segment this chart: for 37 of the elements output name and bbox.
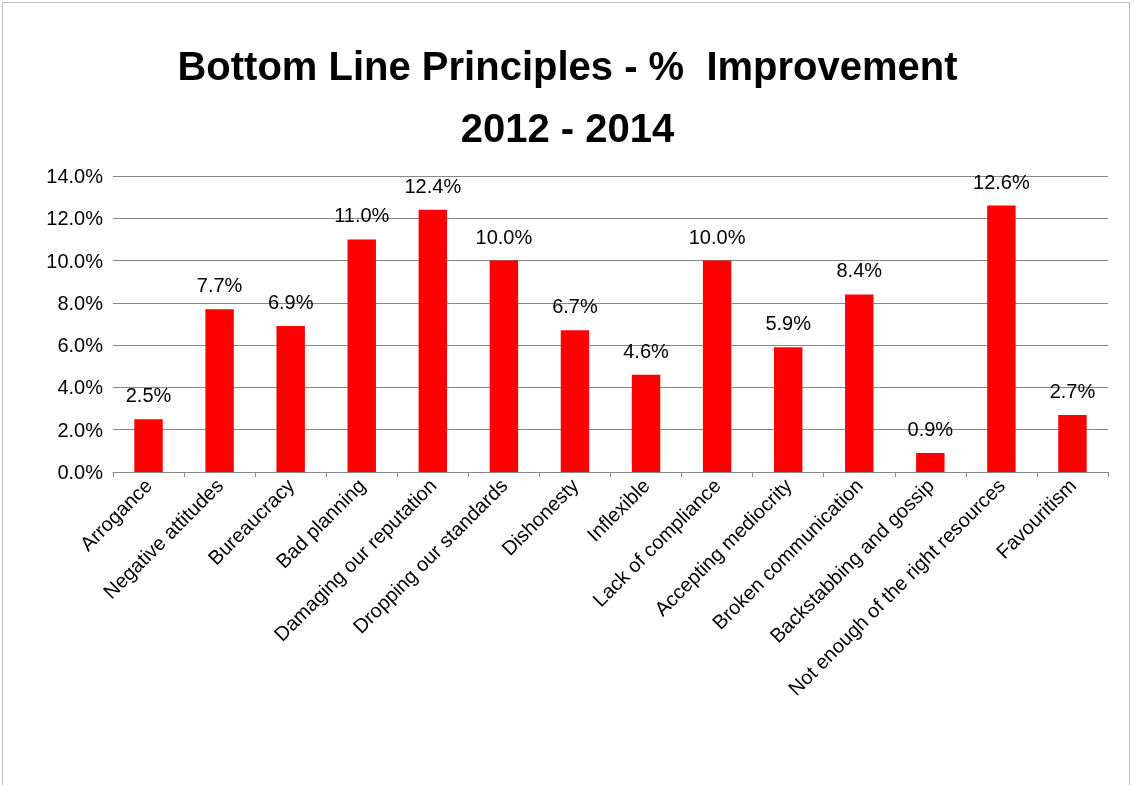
bar [916,452,945,472]
data-label: 10.0% [688,225,746,248]
bar [134,419,163,472]
bar [1058,414,1087,472]
data-label: 2.5% [125,384,172,407]
bar [987,205,1016,472]
y-tick-label: 2.0% [57,418,104,441]
bar [773,347,803,472]
data-label: 0.9% [907,417,954,440]
y-tick-label: 12.0% [46,207,104,230]
bar [347,239,376,472]
data-label: 10.0% [475,225,533,248]
data-label: 4.6% [623,339,670,362]
data-label: 8.4% [836,259,883,282]
bar [205,309,234,472]
bar [276,326,305,472]
data-label: 7.7% [196,274,243,297]
bar [489,260,519,472]
y-tick-label: 6.0% [57,334,104,357]
data-label: 6.9% [267,291,314,314]
y-tick-label: 14.0% [46,165,104,187]
data-label: 5.9% [765,312,812,335]
bar [702,260,732,472]
y-tick-label: 10.0% [46,249,104,272]
bar [631,374,661,472]
y-tick-label: 4.0% [57,376,104,399]
data-label: 11.0% [334,204,390,227]
bar [845,294,874,472]
data-label: 12.4% [404,174,462,197]
data-label: 12.6% [973,170,1030,193]
bar [418,209,448,472]
chart-title: Bottom Line Principles - % Improvement 2012 - 2014 [177,44,958,150]
bar [560,330,590,472]
data-label: 6.7% [552,295,598,318]
y-tick-label: 8.0% [57,291,104,314]
y-tick-label: 0.0% [57,461,104,483]
data-label: 2.7% [1049,379,1096,402]
